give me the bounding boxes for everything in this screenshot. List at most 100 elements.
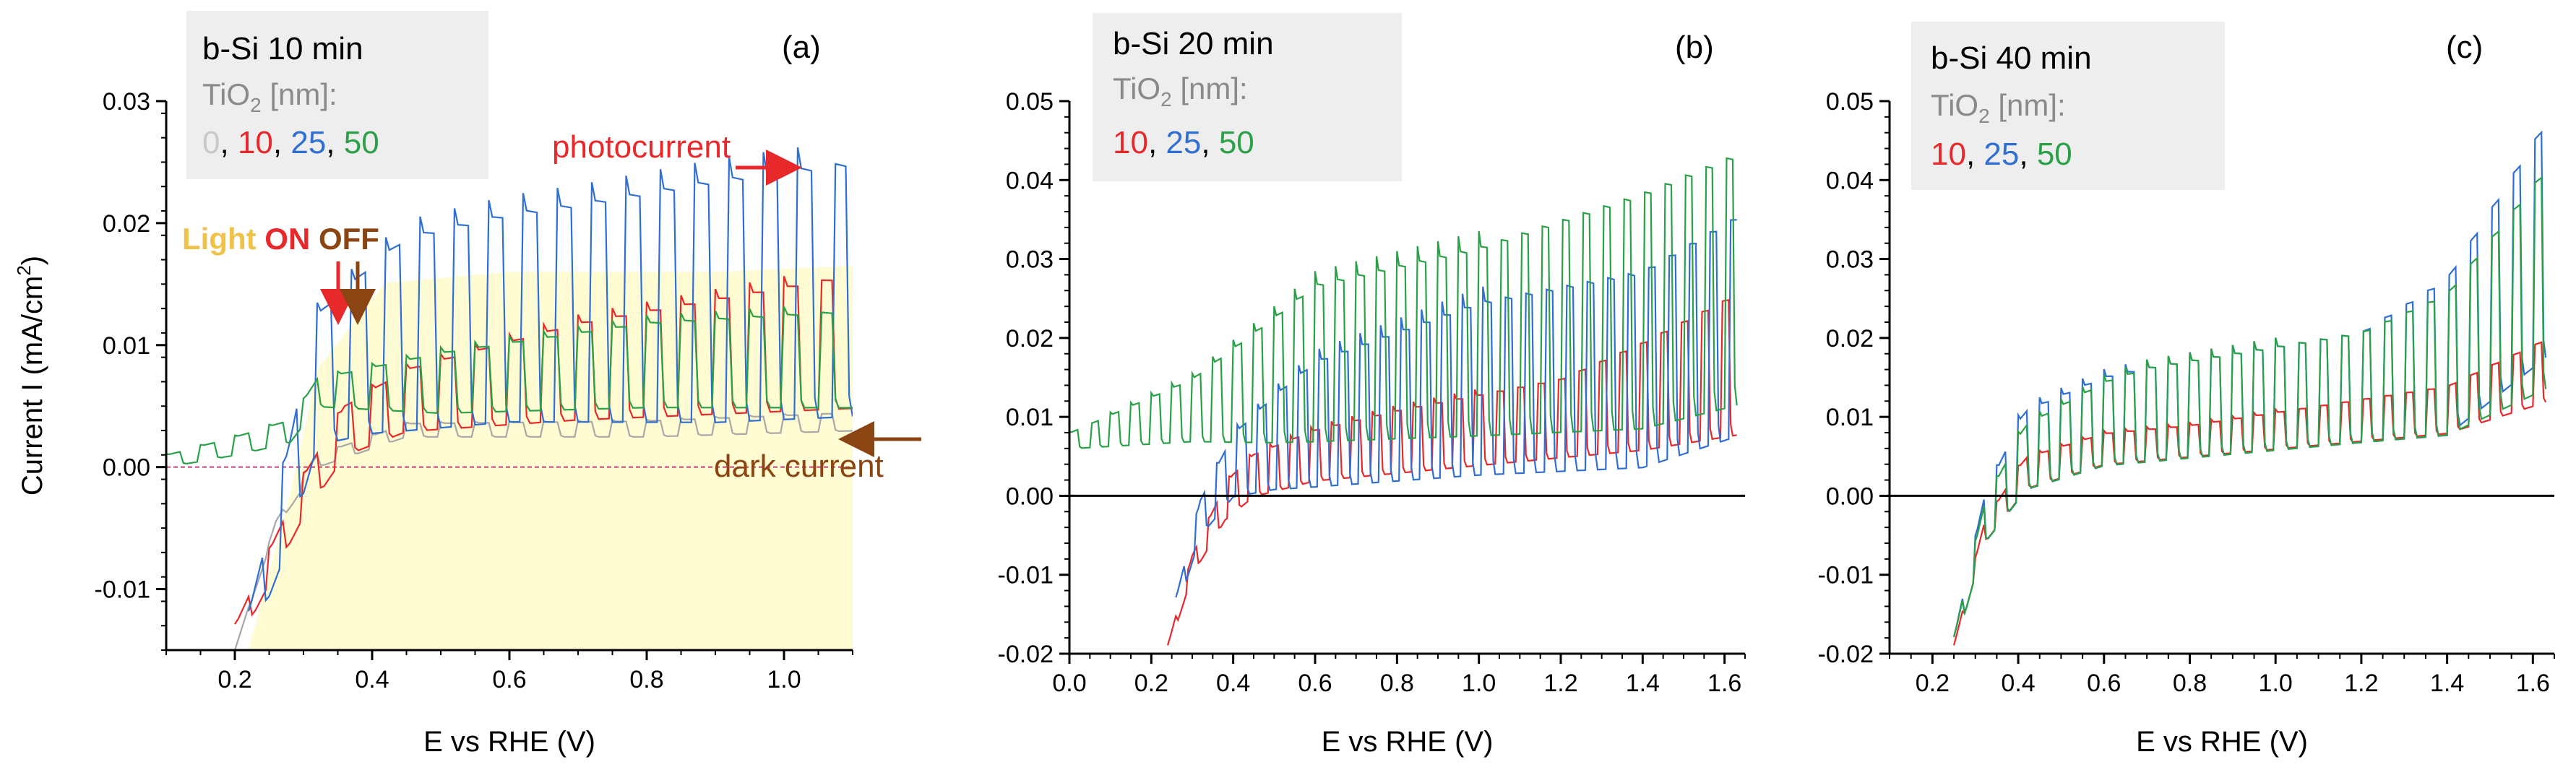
panel-c-legend-subtitle-tail: [nm]: xyxy=(1990,88,2066,122)
annotation-on: ON xyxy=(264,222,310,256)
panel-b-y-tick-label: 0.02 xyxy=(1006,325,1054,352)
panel-a-legend-entry-50: 50 xyxy=(344,125,379,160)
panel-a-y-tick-label: 0.02 xyxy=(103,210,150,238)
panel-c-legend-entry-25: 25 xyxy=(1983,137,2019,172)
panel-c-y-tick-label: 0.00 xyxy=(1826,483,1874,510)
panel-b-x-tick-label: 1.0 xyxy=(1462,670,1496,697)
panel-b-x-tick-label: 0.8 xyxy=(1380,670,1414,697)
panel-b-x-tick-label: 1.4 xyxy=(1626,670,1660,697)
panel-a-x-tick-label: 0.8 xyxy=(629,666,663,693)
panel-c-legend-subtitle-main: TiO xyxy=(1931,88,1978,122)
panel-b-series-50 xyxy=(1069,157,1738,449)
panel-a-shade xyxy=(249,266,853,650)
y-axis-label-text: Current I (mA/cm xyxy=(17,276,48,496)
panel-b-legend-entry-10: 10 xyxy=(1113,125,1148,160)
panel-a-legend-subtitle-main: TiO xyxy=(202,77,250,111)
panel-a-series-25 xyxy=(247,147,853,612)
panel-c-y-tick-label: 0.01 xyxy=(1826,404,1874,431)
panel-c-y-tick-label: 0.05 xyxy=(1826,88,1874,116)
panel-a: 0.2 0.4 0.6 0.8 1.0 -0.01 0.00 0.01 0.02 0.03 E vs… xyxy=(95,11,921,758)
panel-b-y-tick-label: 0.00 xyxy=(1006,483,1054,510)
panel-c-legend-entry-10: 10 xyxy=(1931,137,1966,172)
annotation-off: OFF xyxy=(319,222,379,256)
panel-c-legend-subtitle: TiO2 [nm]: xyxy=(1931,88,2066,127)
panel-b-axes: 0.0 0.2 0.4 0.6 0.8 1.0 1.2 1.4 1.6 -0.02 -0.01 0.0… xyxy=(998,88,1746,758)
panel-b-x-tick-label: 0.6 xyxy=(1298,670,1332,697)
panel-a-axes: 0.2 0.4 0.6 0.8 1.0 -0.01 0.00 0.01 0.02 0.03 E vs… xyxy=(95,88,853,758)
panel-c-y-tick-label: -0.02 xyxy=(1818,641,1874,668)
panel-b-y-tick-label: 0.04 xyxy=(1006,167,1054,194)
panel-a-legend-entry-10: 10 xyxy=(238,125,273,160)
panel-b-y-tick-label: 0.05 xyxy=(1006,88,1054,116)
panel-b-y-tick-label: 0.03 xyxy=(1006,246,1054,274)
panel-a-light-shade xyxy=(249,266,853,650)
panel-a-legend-subtitle-tail: [nm]: xyxy=(262,77,337,111)
panel-a-legend-entry-25: 25 xyxy=(290,125,326,160)
panel-c-x-tick-label: 0.2 xyxy=(1916,670,1950,697)
panel-a-legend-subtitle: TiO2 [nm]: xyxy=(202,77,337,116)
panel-a-x-axis-label: E vs RHE (V) xyxy=(423,726,595,758)
panel-b-y-tick-label: 0.01 xyxy=(1006,404,1054,431)
panel-b-x-tick-label: 0.0 xyxy=(1052,670,1086,697)
annotation-photocurrent: photocurrent xyxy=(552,129,731,165)
panel-a-y-tick-label: -0.01 xyxy=(95,576,151,604)
panel-c-series-50 xyxy=(1952,176,2547,638)
y-axis-label-close: ) xyxy=(17,256,48,265)
annotation-light-on-off: Light ON OFF xyxy=(182,222,379,256)
panel-a-series-50 xyxy=(166,306,853,465)
panel-c-x-tick-label: 1.4 xyxy=(2430,670,2464,697)
panel-c-series-group xyxy=(1952,130,2547,646)
y-axis-label-sup: 2 xyxy=(13,265,35,275)
annotation-dark-current: dark current xyxy=(714,449,884,484)
panel-c-legend-box xyxy=(1911,22,2225,190)
panel-b-y-tick-label: -0.02 xyxy=(998,641,1054,668)
panel-b: 0.0 0.2 0.4 0.6 0.8 1.0 1.2 1.4 1.6 -0.02 -0.01 0.0… xyxy=(998,13,1746,758)
panel-c-y-tick-label: 0.03 xyxy=(1826,246,1874,274)
panel-b-label: (b) xyxy=(1675,30,1714,65)
panel-a-legend-title: b-Si 10 min xyxy=(202,31,363,66)
panel-b-legend-entry-50: 50 xyxy=(1219,125,1254,160)
panel-c-y-tick-label: -0.01 xyxy=(1818,562,1874,589)
panel-c-x-tick-label: 0.4 xyxy=(2001,670,2035,697)
panel-c-axes: 0.2 0.4 0.6 0.8 1.0 1.2 1.4 1.6 -0.02 -0.01 0.00 0.… xyxy=(1818,88,2555,758)
panel-a-legend-subtitle-sub: 2 xyxy=(250,94,262,116)
panel-a-legend-box xyxy=(186,11,488,179)
panel-c-x-axis-label: E vs RHE (V) xyxy=(2136,726,2308,758)
panel-b-legend-box xyxy=(1093,13,1402,181)
panel-b-x-tick-label: 0.4 xyxy=(1216,670,1250,697)
panel-a-y-tick-label: 0.01 xyxy=(103,332,150,360)
panel-a-legend-entry-0: 0 xyxy=(202,125,220,160)
panel-a-x-tick-label: 0.2 xyxy=(217,666,251,693)
panel-c-y-tick-label: 0.02 xyxy=(1826,325,1874,352)
panel-c-legend-entry-50: 50 xyxy=(2037,137,2072,172)
panel-a-y-tick-label: 0.00 xyxy=(103,454,150,482)
panel-c-x-tick-label: 1.0 xyxy=(2259,670,2293,697)
panel-c-legend-title: b-Si 40 min xyxy=(1931,40,2092,76)
panel-b-y-tick-label: -0.01 xyxy=(998,562,1054,589)
panel-c-x-tick-label: 0.6 xyxy=(2087,670,2121,697)
panel-b-legend-subtitle-sub: 2 xyxy=(1160,88,1172,111)
panel-b-x-axis-label: E vs RHE (V) xyxy=(1322,726,1494,758)
panel-c-legend-subtitle-sub: 2 xyxy=(1978,105,1990,127)
panel-b-legend-entry-25: 25 xyxy=(1166,125,1201,160)
panel-a-x-tick-label: 0.4 xyxy=(355,666,389,693)
panel-b-x-tick-label: 1.6 xyxy=(1707,670,1741,697)
panel-b-legend-subtitle-main: TiO xyxy=(1113,72,1160,105)
panel-a-x-tick-label: 1.0 xyxy=(767,666,801,693)
panel-c-label: (c) xyxy=(2446,30,2483,65)
panel-a-series-10 xyxy=(234,276,853,625)
panel-a-series-group xyxy=(166,147,853,650)
panel-b-legend-subtitle: TiO2 [nm]: xyxy=(1113,72,1248,111)
panel-b-series-group xyxy=(1069,157,1738,646)
panel-c: 0.2 0.4 0.6 0.8 1.0 1.2 1.4 1.6 -0.02 -0.01 0.00 0.… xyxy=(1818,22,2555,758)
panel-b-series-25 xyxy=(1175,219,1737,598)
panel-c-y-tick-label: 0.04 xyxy=(1826,167,1874,194)
panel-b-legend-entries: 10, 25, 50 xyxy=(1113,125,1254,160)
panel-b-x-tick-label: 0.2 xyxy=(1134,670,1168,697)
panel-a-legend-entries: 0, 10, 25, 50 xyxy=(202,125,379,160)
panel-a-label: (a) xyxy=(782,30,821,65)
panel-b-legend-title: b-Si 20 min xyxy=(1113,26,1274,61)
panel-b-legend-subtitle-tail: [nm]: xyxy=(1172,72,1248,105)
panel-a-y-tick-label: 0.03 xyxy=(103,88,150,116)
panel-a-x-tick-label: 0.6 xyxy=(492,666,526,693)
